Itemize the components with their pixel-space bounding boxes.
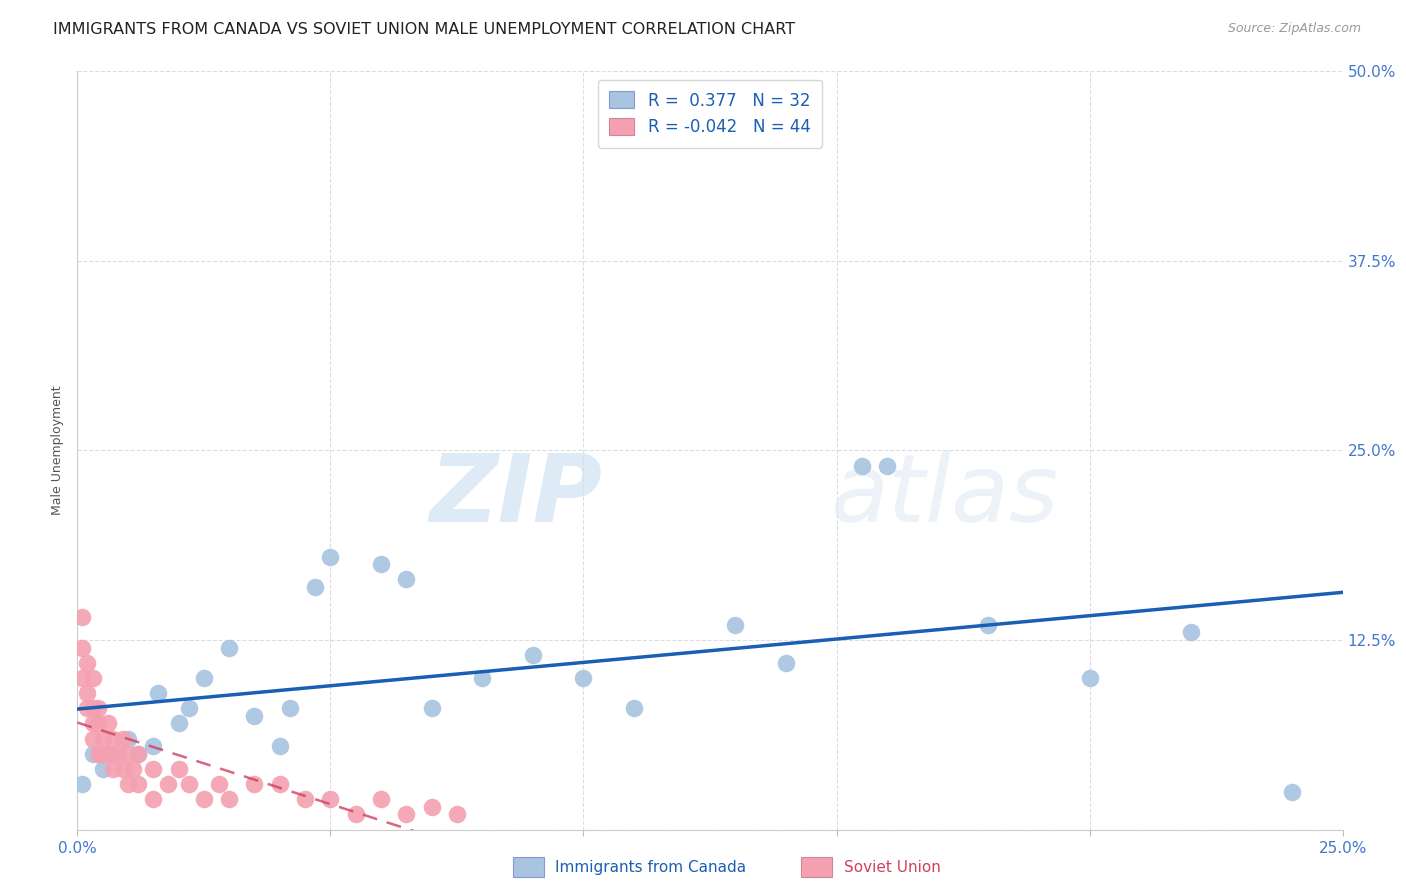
Point bbox=[243, 708, 266, 723]
Point bbox=[278, 701, 301, 715]
Point bbox=[86, 701, 108, 715]
Point bbox=[91, 762, 114, 776]
Point bbox=[177, 777, 200, 791]
Point bbox=[420, 800, 443, 814]
Point bbox=[91, 747, 114, 761]
Point bbox=[86, 716, 108, 731]
Point bbox=[91, 731, 114, 746]
Point bbox=[243, 777, 266, 791]
Point bbox=[142, 739, 165, 753]
Point bbox=[127, 777, 149, 791]
Point bbox=[117, 747, 139, 761]
Text: atlas: atlas bbox=[830, 450, 1059, 541]
Y-axis label: Male Unemployment: Male Unemployment bbox=[51, 385, 65, 516]
Point bbox=[395, 807, 418, 822]
Text: Immigrants from Canada: Immigrants from Canada bbox=[555, 860, 747, 874]
Point bbox=[370, 792, 392, 806]
Point bbox=[522, 648, 544, 662]
Point bbox=[82, 701, 104, 715]
Point bbox=[218, 640, 240, 655]
Point bbox=[724, 617, 747, 632]
Point bbox=[72, 777, 94, 791]
Point bbox=[420, 701, 443, 715]
Point bbox=[304, 580, 326, 594]
Point bbox=[167, 762, 190, 776]
Point bbox=[269, 739, 291, 753]
Point bbox=[294, 792, 316, 806]
Point bbox=[101, 747, 124, 761]
Point bbox=[193, 671, 215, 685]
Point bbox=[1078, 671, 1101, 685]
Point bbox=[76, 656, 98, 670]
Point bbox=[319, 792, 342, 806]
Point bbox=[97, 716, 120, 731]
Point bbox=[142, 792, 165, 806]
Point bbox=[72, 671, 94, 685]
Point bbox=[446, 807, 468, 822]
Legend: R =  0.377   N = 32, R = -0.042   N = 44: R = 0.377 N = 32, R = -0.042 N = 44 bbox=[598, 79, 823, 148]
Point bbox=[82, 731, 104, 746]
Point bbox=[775, 656, 797, 670]
Point bbox=[101, 762, 124, 776]
Point bbox=[1180, 625, 1202, 640]
Point bbox=[86, 747, 108, 761]
Text: IMMIGRANTS FROM CANADA VS SOVIET UNION MALE UNEMPLOYMENT CORRELATION CHART: IMMIGRANTS FROM CANADA VS SOVIET UNION M… bbox=[53, 22, 796, 37]
Point bbox=[72, 640, 94, 655]
Point bbox=[623, 701, 645, 715]
Point bbox=[876, 458, 898, 473]
Point bbox=[101, 731, 124, 746]
Point bbox=[177, 701, 200, 715]
Point bbox=[127, 747, 149, 761]
Point bbox=[218, 792, 240, 806]
Point bbox=[157, 777, 180, 791]
Point bbox=[851, 458, 873, 473]
Point bbox=[111, 731, 134, 746]
Point bbox=[269, 777, 291, 791]
Point bbox=[82, 671, 104, 685]
Point bbox=[319, 549, 342, 564]
Point bbox=[97, 747, 120, 761]
Point bbox=[572, 671, 595, 685]
Point bbox=[370, 557, 392, 572]
Point bbox=[395, 573, 418, 587]
Point bbox=[977, 617, 1000, 632]
Point bbox=[117, 777, 139, 791]
Point bbox=[117, 731, 139, 746]
Point bbox=[76, 686, 98, 700]
Point bbox=[208, 777, 231, 791]
Point bbox=[72, 610, 94, 624]
Point bbox=[107, 747, 129, 761]
Text: ZIP: ZIP bbox=[430, 450, 603, 542]
Point bbox=[148, 686, 170, 700]
Point bbox=[127, 747, 149, 761]
Point bbox=[1281, 785, 1303, 799]
Point bbox=[142, 762, 165, 776]
Text: Source: ZipAtlas.com: Source: ZipAtlas.com bbox=[1227, 22, 1361, 36]
Point bbox=[193, 792, 215, 806]
Point bbox=[82, 716, 104, 731]
Text: Soviet Union: Soviet Union bbox=[844, 860, 941, 874]
Point bbox=[122, 762, 145, 776]
Point bbox=[471, 671, 494, 685]
Point bbox=[76, 701, 98, 715]
Point bbox=[82, 747, 104, 761]
Point bbox=[344, 807, 367, 822]
Point bbox=[167, 716, 190, 731]
Point bbox=[111, 762, 134, 776]
